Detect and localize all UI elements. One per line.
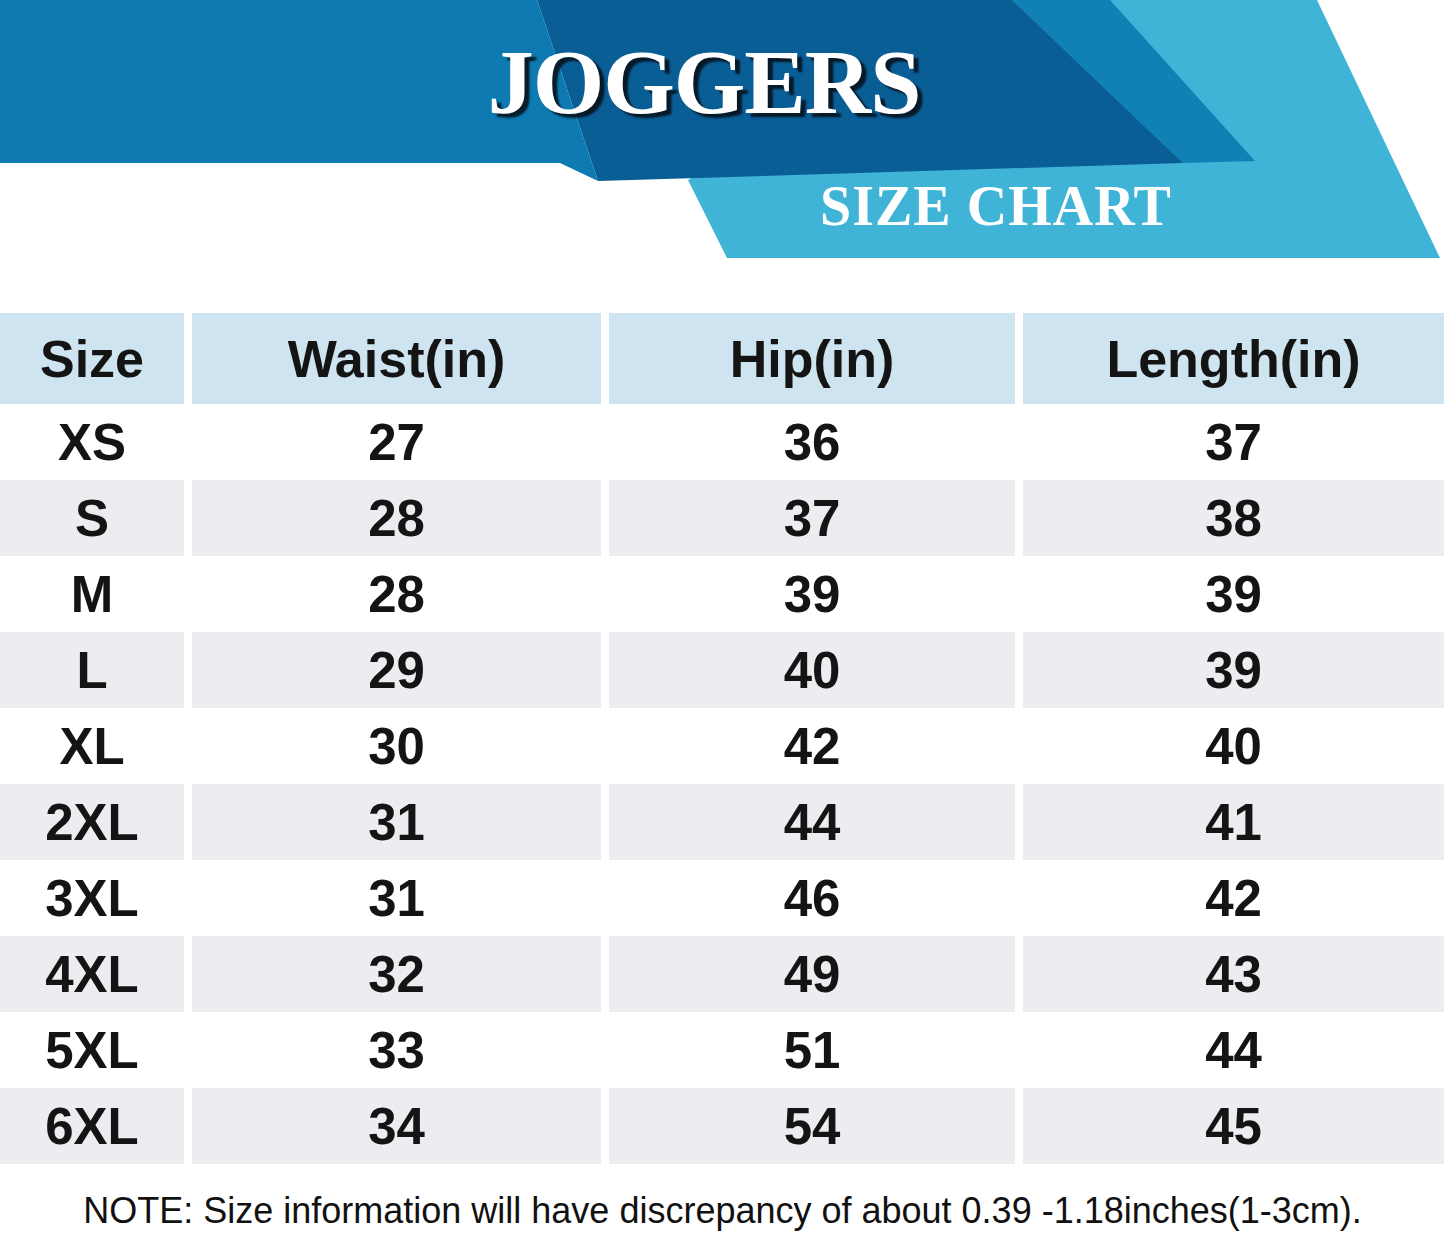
cell-length: 43 <box>1023 936 1444 1012</box>
size-chart-page: JOGGERS SIZE CHART Size Waist(in) Hip(in… <box>0 0 1445 1241</box>
cell-length: 45 <box>1023 1088 1444 1164</box>
cell-size: L <box>0 632 184 708</box>
cell-length: 38 <box>1023 480 1444 556</box>
table-row: XS 27 36 37 <box>0 404 1445 480</box>
header-cell-size: Size <box>0 313 184 404</box>
table-header-row: Size Waist(in) Hip(in) Length(in) <box>0 313 1445 404</box>
table-row: 3XL 31 46 42 <box>0 860 1445 936</box>
cell-size: 4XL <box>0 936 184 1012</box>
cell-waist: 31 <box>192 860 601 936</box>
cell-hip: 49 <box>609 936 1015 1012</box>
page-title: JOGGERS <box>434 36 974 128</box>
cell-length: 41 <box>1023 784 1444 860</box>
cell-size: S <box>0 480 184 556</box>
cell-waist: 29 <box>192 632 601 708</box>
cell-size: 6XL <box>0 1088 184 1164</box>
cell-hip: 44 <box>609 784 1015 860</box>
cell-length: 40 <box>1023 708 1444 784</box>
cell-waist: 28 <box>192 556 601 632</box>
cell-length: 39 <box>1023 632 1444 708</box>
cell-hip: 37 <box>609 480 1015 556</box>
size-table: Size Waist(in) Hip(in) Length(in) XS 27 … <box>0 313 1445 1164</box>
cell-hip: 54 <box>609 1088 1015 1164</box>
cell-size: XS <box>0 404 184 480</box>
cell-waist: 34 <box>192 1088 601 1164</box>
cell-length: 37 <box>1023 404 1444 480</box>
cell-waist: 31 <box>192 784 601 860</box>
cell-size: 2XL <box>0 784 184 860</box>
cell-hip: 46 <box>609 860 1015 936</box>
cell-waist: 33 <box>192 1012 601 1088</box>
cell-length: 44 <box>1023 1012 1444 1088</box>
header-cell-waist: Waist(in) <box>192 313 601 404</box>
cell-size: 5XL <box>0 1012 184 1088</box>
cell-size: XL <box>0 708 184 784</box>
cell-size: 3XL <box>0 860 184 936</box>
table-row: 4XL 32 49 43 <box>0 936 1445 1012</box>
header-cell-hip: Hip(in) <box>609 313 1015 404</box>
table-row: XL 30 42 40 <box>0 708 1445 784</box>
header-cell-length: Length(in) <box>1023 313 1444 404</box>
table-row: 6XL 34 54 45 <box>0 1088 1445 1164</box>
cell-length: 39 <box>1023 556 1444 632</box>
cell-hip: 39 <box>609 556 1015 632</box>
size-note: NOTE: Size information will have discrep… <box>0 1190 1445 1232</box>
cell-size: M <box>0 556 184 632</box>
table-row: 2XL 31 44 41 <box>0 784 1445 860</box>
cell-waist: 30 <box>192 708 601 784</box>
page-subtitle: SIZE CHART <box>771 178 1221 234</box>
cell-length: 42 <box>1023 860 1444 936</box>
cell-hip: 36 <box>609 404 1015 480</box>
cell-hip: 51 <box>609 1012 1015 1088</box>
cell-waist: 28 <box>192 480 601 556</box>
cell-waist: 32 <box>192 936 601 1012</box>
table-row: M 28 39 39 <box>0 556 1445 632</box>
table-row: S 28 37 38 <box>0 480 1445 556</box>
cell-hip: 40 <box>609 632 1015 708</box>
cell-hip: 42 <box>609 708 1015 784</box>
table-row: 5XL 33 51 44 <box>0 1012 1445 1088</box>
cell-waist: 27 <box>192 404 601 480</box>
table-row: L 29 40 39 <box>0 632 1445 708</box>
